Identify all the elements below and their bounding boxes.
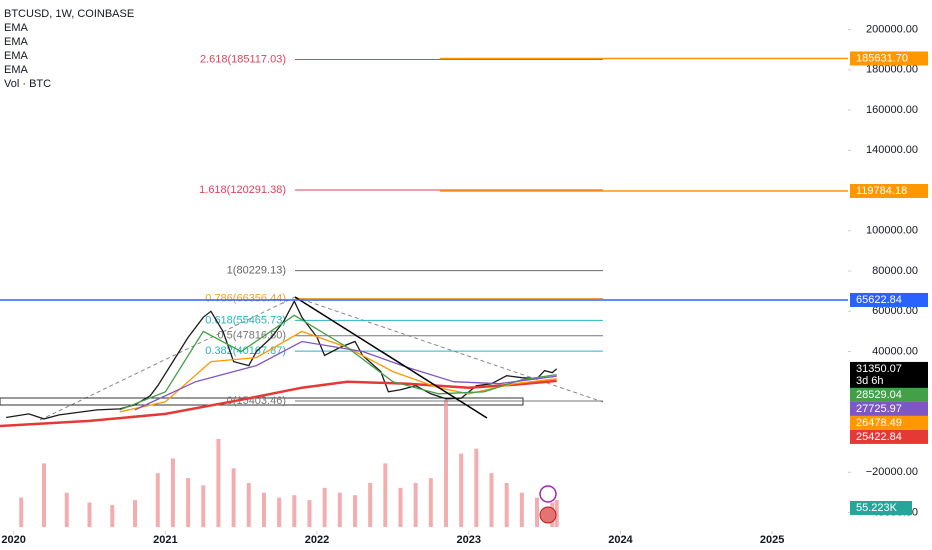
volume-bar (535, 497, 540, 527)
volume-bar (19, 497, 24, 527)
volume-bar (186, 478, 191, 527)
volume-bar (337, 492, 342, 527)
y-tick-label: 80000.00 (872, 265, 918, 277)
price-label: 28529.04 (856, 389, 902, 401)
x-tick-label: 2024 (608, 534, 633, 546)
volume-bar (277, 497, 282, 527)
event-icon (539, 485, 557, 503)
y-tick-label: 200000.00 (866, 23, 918, 35)
price-label: 119784.18 (856, 185, 907, 197)
indicator-label: Vol · BTC (4, 78, 51, 90)
ema-line (0, 379, 557, 428)
volume-bar (292, 495, 297, 527)
price-label: 25422.84 (856, 431, 902, 443)
price-label-box (850, 429, 928, 444)
fib-label: 0(15403.46) (227, 395, 286, 407)
volume-bar (41, 463, 46, 527)
volume-bar (504, 482, 509, 527)
volume-bar (352, 495, 357, 527)
y-tick-label: 140000.00 (866, 144, 918, 156)
volume-bar (554, 499, 559, 527)
volume-bar (413, 482, 418, 527)
x-tick-label: 2025 (760, 534, 784, 546)
volume-bar (443, 399, 448, 527)
flag-icon (539, 506, 557, 524)
volume-bar (307, 500, 312, 527)
volume-bar (398, 487, 403, 527)
volume-bar (216, 438, 221, 527)
x-tick-label: 2021 (153, 534, 177, 546)
price-label: 185631.70 (856, 52, 908, 64)
price-label-box (850, 401, 928, 416)
volume-bar (201, 485, 206, 527)
fib-label: 0.786(66356.44) (205, 292, 286, 304)
volume-bar (155, 473, 160, 527)
volume-bar (170, 458, 175, 527)
volume-bar (368, 482, 373, 527)
volume-bar (261, 492, 266, 527)
y-tick-label: 180000.00 (866, 64, 918, 76)
price-label-box (850, 292, 928, 307)
volume-label-box (850, 500, 912, 515)
fib-label: 0.382(40167.87) (205, 345, 286, 357)
volume-bar (459, 453, 464, 527)
volume-bar (133, 500, 138, 527)
fib-label: 2.618(185117.03) (200, 53, 286, 65)
y-tick-label: 100000.00 (866, 225, 918, 237)
dashed-trendline (294, 296, 604, 403)
x-tick-label: 2023 (457, 534, 481, 546)
x-tick-label: 2022 (305, 534, 329, 546)
ema-line (134, 340, 557, 411)
y-tick-label: 40000.00 (872, 345, 918, 357)
x-tick-label: 2020 (1, 534, 25, 546)
fib-label: 1.618(120291.38) (199, 184, 286, 196)
volume-bar (474, 448, 479, 527)
y-tick-label: 60000.00 (872, 305, 918, 317)
volume-bar (383, 463, 388, 527)
volume-bar (110, 504, 115, 527)
price-label-box (850, 415, 928, 430)
y-tick-label: 160000.00 (866, 104, 918, 116)
price-label: 27725.97 (856, 403, 902, 415)
dashed-trendline (39, 296, 296, 421)
trendline (294, 296, 488, 419)
ema-line (119, 314, 557, 411)
indicator-label: EMA (4, 22, 29, 34)
volume-bar (428, 478, 433, 527)
price-label-box (850, 387, 928, 402)
price-label: 26478.49 (856, 417, 902, 429)
volume-bar (322, 487, 327, 527)
price-label-box (850, 183, 928, 198)
fib-label: 1(80229.13) (227, 264, 286, 276)
price-label-box (850, 51, 928, 66)
indicator-label: EMA (4, 64, 29, 76)
volume-bar (246, 482, 251, 527)
price-label: 65622.84 (856, 294, 902, 306)
volume-label: 55.223K (856, 502, 898, 514)
volume-bar (64, 492, 69, 527)
volume-bar (489, 473, 494, 527)
volume-bar (519, 492, 524, 527)
countdown: 3d 6h (856, 375, 884, 387)
indicator-label: EMA (4, 36, 29, 48)
price-label: 31350.07 (856, 363, 902, 375)
volume-bar (87, 502, 92, 527)
indicator-label: EMA (4, 50, 29, 62)
fib-label: 0.618(55465.73) (205, 314, 286, 326)
y-tick-label: −20000.00 (866, 466, 918, 478)
symbol-title: BTCUSD, 1W, COINBASE (4, 8, 134, 20)
volume-bar (231, 468, 236, 527)
price-label-box (850, 361, 928, 388)
